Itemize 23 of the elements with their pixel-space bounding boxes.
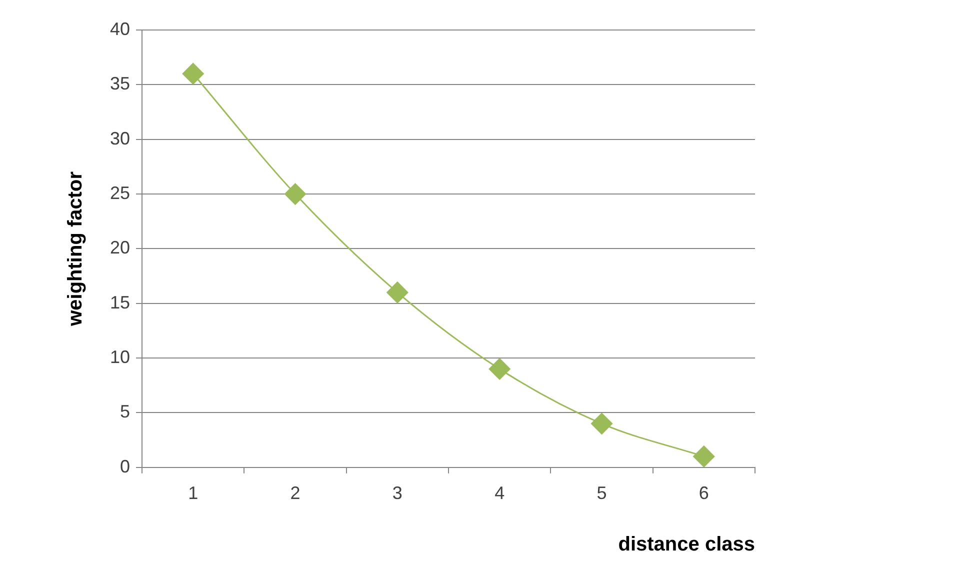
y-tick-label: 10	[110, 347, 130, 368]
x-tick-label: 4	[494, 483, 505, 504]
y-tick-label: 25	[110, 182, 130, 203]
y-tick-label: 40	[110, 18, 130, 39]
y-tick-label: 20	[110, 238, 130, 258]
x-tick-label: 6	[698, 483, 709, 504]
point	[182, 62, 204, 84]
point	[488, 358, 510, 380]
y-tick-label: 5	[120, 402, 130, 422]
point	[693, 446, 715, 468]
x-tick-label: 3	[392, 483, 402, 504]
x-tick-label: 1	[188, 483, 198, 504]
y-tick-label: 35	[110, 74, 130, 94]
point	[386, 282, 408, 304]
x-tick-label: 2	[290, 483, 300, 504]
x-axis-title: distance class	[618, 534, 755, 556]
y-tick-label: 15	[110, 292, 130, 312]
point	[591, 412, 613, 434]
x-tick-label: 5	[596, 483, 607, 504]
y-tick-label: 30	[110, 128, 130, 148]
y-axis-title: weighting factor	[64, 171, 87, 327]
y-tick-label: 0	[120, 456, 130, 476]
point	[284, 183, 306, 205]
